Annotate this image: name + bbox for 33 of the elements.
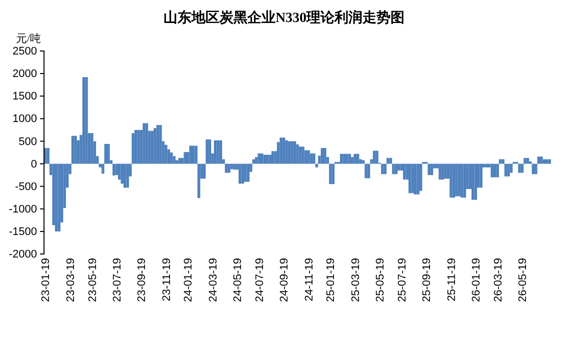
y-tick-label: 0: [30, 158, 37, 170]
x-tick-label: 25-11-19: [446, 258, 458, 302]
y-axis-title: 元/吨: [16, 32, 42, 45]
x-tick-label: 24-07-19: [254, 258, 266, 302]
y-tick-label: -500: [14, 180, 37, 193]
x-tick-label: 24-01-19: [182, 258, 195, 302]
chart-title: 山东地区炭黑企业N330理论利润走势图: [163, 9, 405, 26]
x-tick-label: 24-11-19: [303, 258, 316, 302]
y-tick-label: -2000: [8, 248, 37, 261]
x-tick-label: 23-05-19: [86, 258, 99, 302]
x-tick-label: 24-05-19: [232, 258, 244, 302]
x-tick-label: 26-03-19: [492, 258, 504, 302]
y-tick-label: 2500: [12, 46, 37, 58]
x-tick-label: 23-11-19: [160, 258, 173, 302]
x-tick-label: 23-03-19: [64, 258, 77, 302]
y-tick-label: -1000: [8, 203, 37, 216]
x-tick-label: 23-01-19: [40, 258, 52, 302]
y-tick-label: 500: [18, 136, 37, 148]
x-tick-label: 26-05-19: [517, 258, 530, 302]
x-tick-label: 25-05-19: [374, 258, 387, 302]
y-tick-label: -1500: [8, 226, 37, 238]
x-tick-label: 25-07-19: [396, 258, 408, 302]
x-tick-label: 25-01-19: [325, 258, 338, 302]
x-tick-label: 25-09-19: [421, 258, 434, 302]
y-tick-label: 1500: [12, 90, 37, 103]
x-tick-label: 25-03-19: [350, 258, 362, 302]
x-tick-label: 23-07-19: [111, 258, 124, 302]
y-tick-label: 1000: [12, 113, 37, 126]
y-tick-label: 2000: [12, 68, 37, 80]
x-tick-label: 23-09-19: [136, 258, 148, 302]
x-tick-label: 26-01-19: [470, 258, 482, 302]
x-tick-label: 24-03-19: [207, 258, 220, 302]
x-tick-label: 24-09-19: [278, 258, 291, 302]
